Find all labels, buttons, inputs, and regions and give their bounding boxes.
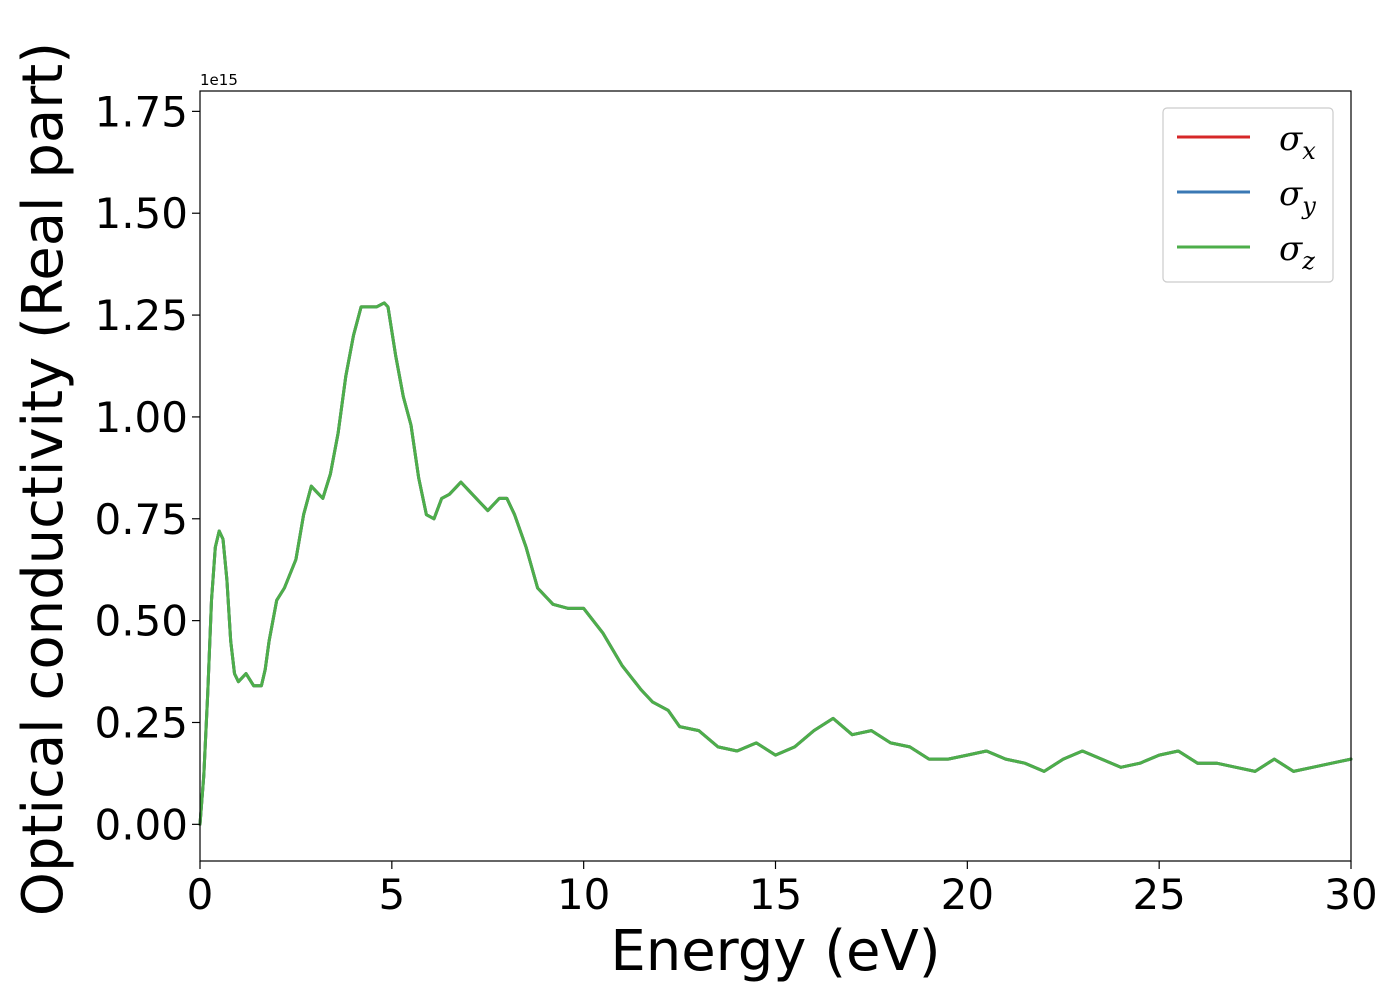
x-tick-label: 25 xyxy=(1132,870,1185,919)
series-layer xyxy=(198,301,1353,826)
x-axis-title: Energy (eV) xyxy=(610,919,940,984)
y-tick-label: 0.00 xyxy=(94,800,188,849)
y-tick-label: 1.75 xyxy=(94,87,188,136)
legend-subscript: y xyxy=(1301,192,1316,220)
series-line-2 xyxy=(198,301,1353,826)
x-tick-label: 30 xyxy=(1324,870,1377,919)
x-tick-label: 0 xyxy=(187,870,214,919)
y-axis-ticks: 0.00 0.25 0.50 0.75 1.00 1.25 1.50 1.75 xyxy=(94,87,200,849)
x-axis-ticks: 0 5 10 15 20 25 30 xyxy=(187,861,1378,919)
legend-label-3: σz xyxy=(1279,229,1315,275)
legend-symbol: σ xyxy=(1279,174,1303,214)
legend-subscript: x xyxy=(1302,137,1316,165)
y-tick-label: 0.50 xyxy=(94,597,188,646)
legend-subscript: z xyxy=(1301,247,1315,275)
x-tick-label: 10 xyxy=(557,870,610,919)
x-tick-label: 15 xyxy=(749,870,802,919)
y-tick-label: 1.50 xyxy=(94,189,188,238)
y-tick-label: 0.75 xyxy=(94,495,188,544)
legend-symbol: σ xyxy=(1279,229,1303,269)
y-tick-label: 1.00 xyxy=(94,393,188,442)
x-tick-label: 5 xyxy=(378,870,405,919)
legend-symbol: σ xyxy=(1279,119,1303,159)
legend-label-1: σx xyxy=(1279,119,1316,165)
series-line-3 xyxy=(198,301,1353,826)
y-offset-label: 1e15 xyxy=(200,71,238,89)
y-tick-label: 1.25 xyxy=(94,291,188,340)
y-axis-title: Optical conductivity (Real part) xyxy=(11,42,76,916)
legend-box xyxy=(1162,107,1334,283)
y-tick-label: 0.25 xyxy=(94,698,188,747)
legend-label-2: σy xyxy=(1279,174,1316,220)
x-tick-label: 20 xyxy=(941,870,994,919)
series-line-1 xyxy=(198,301,1353,826)
